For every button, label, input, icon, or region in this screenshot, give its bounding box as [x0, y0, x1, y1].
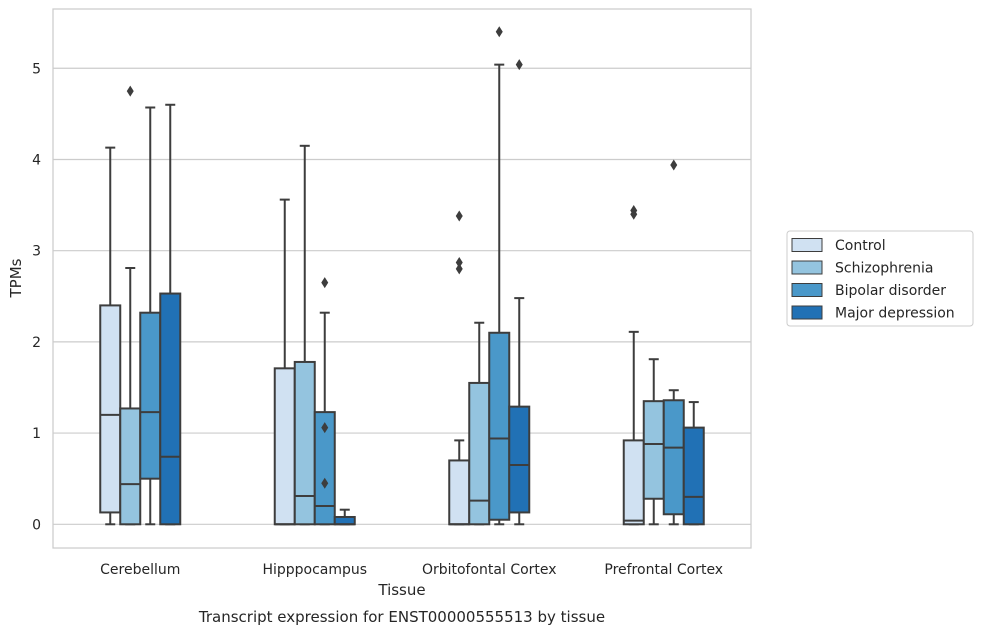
box-iqr [622, 439, 645, 526]
y-tick-labels: 0 1 2 3 4 5 [32, 61, 41, 533]
y-tick-label: 2 [32, 335, 41, 351]
box-schizophrenia-1 [293, 144, 316, 526]
x-tick-label: Orbitofontal Cortex [422, 562, 557, 578]
outlier-point [126, 85, 134, 97]
box-bipolar-disorder-2 [488, 26, 511, 526]
box-iqr [488, 331, 511, 521]
box-layer [99, 26, 705, 526]
outlier-point [630, 205, 638, 217]
x-tick-labels: Cerebellum Hipppocampus Orbitofontal Corte… [100, 562, 723, 578]
legend-swatch-bipolar-disorder [791, 283, 823, 297]
box-iqr [293, 360, 316, 526]
box-control-3 [622, 205, 645, 526]
legend: Control Schizophrenia Bipolar disorder Majo… [786, 230, 974, 327]
box-iqr [682, 426, 705, 526]
box-iqr [508, 405, 531, 514]
x-axis-label: Tissue [377, 581, 425, 599]
box-control-1 [273, 198, 296, 526]
legend-swatch-control [791, 238, 823, 252]
box-iqr [642, 400, 665, 500]
y-tick-label: 3 [32, 244, 41, 260]
box-iqr [99, 304, 122, 514]
x-tick-label: Cerebellum [100, 562, 180, 578]
box-major-depression-1 [333, 508, 356, 526]
outlier-point [455, 257, 463, 269]
box-schizophrenia-3 [642, 358, 665, 526]
outlier-point [670, 159, 678, 171]
box-bipolar-disorder-3 [662, 159, 685, 526]
legend-frame [786, 230, 974, 327]
box-iqr [159, 292, 182, 526]
box-major-depression-0 [159, 103, 182, 526]
plot-frame [52, 8, 752, 549]
box-bipolar-disorder-0 [139, 106, 162, 526]
x-tick-label: Hipppocampus [262, 562, 367, 578]
box-iqr [662, 399, 685, 516]
outlier-point [321, 477, 329, 489]
outlier-point [321, 277, 329, 289]
box-control-0 [99, 146, 122, 526]
legend-label: Major depression [835, 306, 955, 322]
outlier-point [455, 210, 463, 222]
y-tick-label: 4 [32, 152, 41, 168]
box-control-2 [448, 210, 471, 526]
box-iqr [448, 459, 471, 526]
box-iqr [468, 381, 491, 526]
y-tick-label: 0 [32, 517, 41, 533]
outlier-point [495, 26, 503, 38]
box-iqr [139, 311, 162, 480]
box-iqr [313, 411, 336, 526]
outlier-point [321, 422, 329, 434]
box-bipolar-disorder-1 [313, 277, 336, 526]
x-tick-label: Prefrontal Cortex [604, 562, 723, 578]
box-iqr [273, 367, 296, 526]
legend-swatch-major-depression [791, 305, 823, 320]
box-major-depression-3 [682, 401, 705, 526]
y-axis-label: TPMs [7, 258, 25, 298]
legend-swatch-schizophrenia [791, 260, 823, 275]
box-iqr [119, 407, 142, 526]
box-schizophrenia-0 [119, 85, 142, 526]
chart-caption: Transcript expression for ENST0000055551… [198, 608, 605, 626]
box-major-depression-2 [508, 59, 531, 526]
legend-label: Control [835, 238, 886, 254]
y-tick-label: 5 [32, 61, 41, 77]
legend-label: Bipolar disorder [835, 283, 946, 299]
outlier-point [515, 59, 523, 71]
y-tick-label: 1 [32, 426, 41, 442]
box-iqr [333, 515, 356, 526]
box-schizophrenia-2 [468, 321, 491, 526]
outlier-point [455, 263, 463, 275]
legend-label: Schizophrenia [835, 261, 933, 277]
